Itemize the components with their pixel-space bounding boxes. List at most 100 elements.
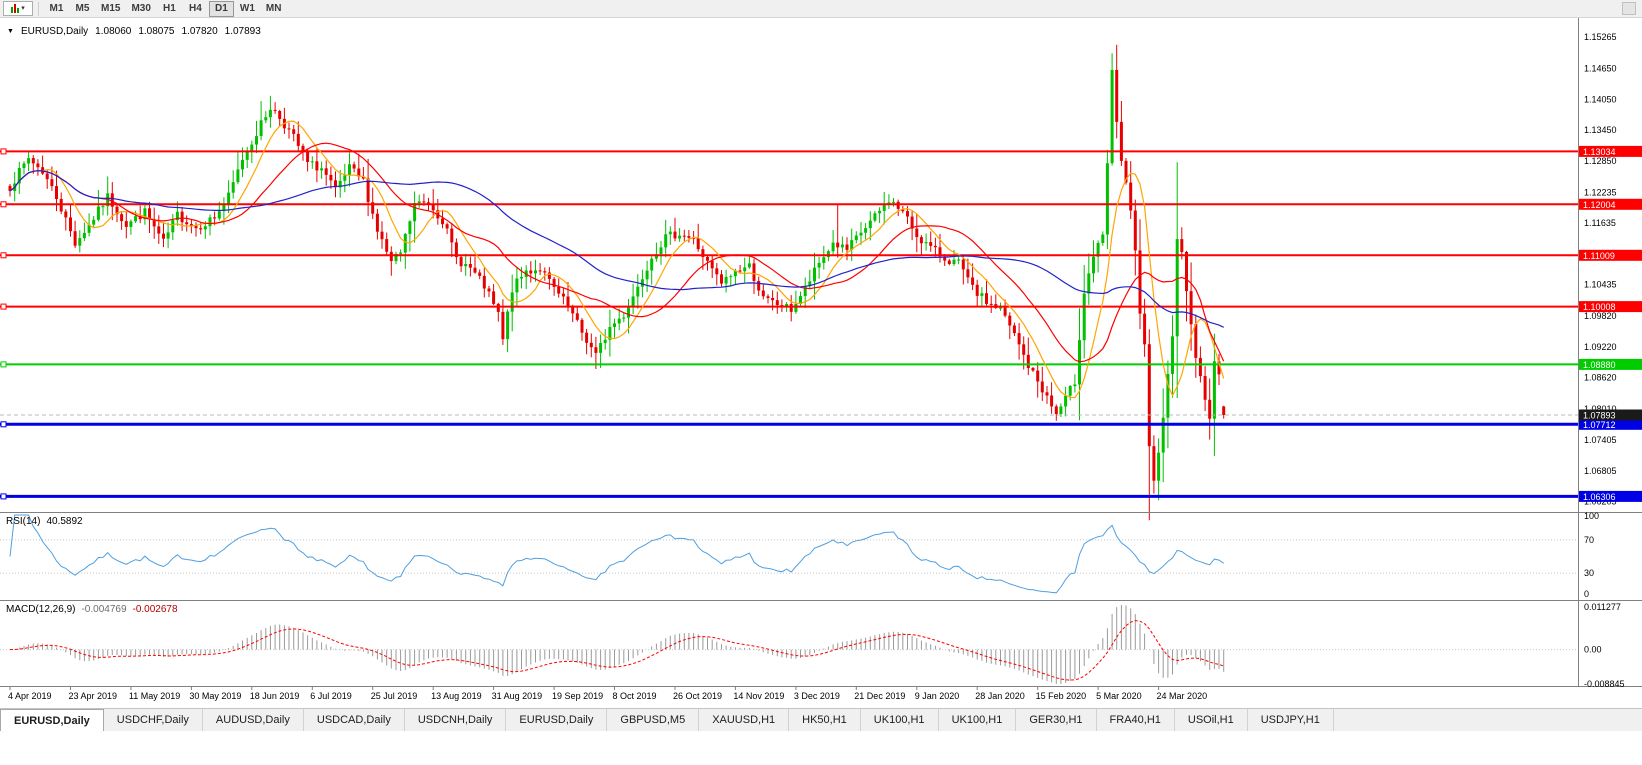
timeframe-button-H4[interactable]: H4 — [183, 1, 208, 17]
svg-text:8 Oct 2019: 8 Oct 2019 — [613, 691, 657, 701]
price-tag-1.13034 — [1579, 145, 1642, 157]
svg-text:1.11009: 1.11009 — [1583, 251, 1615, 261]
chart-tab-USOil-H1[interactable]: USOil,H1 — [1174, 709, 1248, 731]
svg-text:4 Apr 2019: 4 Apr 2019 — [8, 691, 52, 701]
svg-text:24 Mar 2020: 24 Mar 2020 — [1157, 691, 1208, 701]
svg-text:1.09820: 1.09820 — [1584, 311, 1617, 321]
price-tag-1.07712 — [1579, 418, 1642, 430]
svg-text:1.08880: 1.08880 — [1583, 360, 1616, 370]
chart-tab-EURUSD-Daily[interactable]: EURUSD,Daily — [506, 709, 608, 731]
svg-text:1.15265: 1.15265 — [1584, 32, 1617, 42]
svg-text:15 Feb 2020: 15 Feb 2020 — [1036, 691, 1087, 701]
chart-selector-dropdown[interactable]: ▾ — [3, 1, 33, 16]
candlestick-series — [8, 44, 1226, 521]
timeframe-buttons-group: M1 M5 M15 M30 H1 H4 D1 W1 MN — [44, 0, 287, 17]
svg-text:1.09220: 1.09220 — [1584, 342, 1617, 352]
svg-text:1.08620: 1.08620 — [1584, 373, 1617, 383]
svg-text:11 May 2019: 11 May 2019 — [129, 691, 180, 701]
svg-text:6 Jul 2019: 6 Jul 2019 — [310, 691, 352, 701]
timeframe-button-W1[interactable]: W1 — [235, 1, 260, 17]
svg-text:1.08010: 1.08010 — [1584, 404, 1617, 414]
chart-tab-GBPUSD-M5[interactable]: GBPUSD,M5 — [607, 709, 700, 731]
toolbar-separator — [38, 1, 39, 16]
timeframe-button-M30[interactable]: M30 — [126, 1, 155, 17]
svg-text:1.06805: 1.06805 — [1584, 466, 1617, 476]
svg-text:5 Mar 2020: 5 Mar 2020 — [1096, 691, 1142, 701]
timeframe-button-H1[interactable]: H1 — [157, 1, 182, 17]
hline-handle[interactable] — [0, 493, 7, 500]
chart-tab-AUDUSD-Daily[interactable]: AUDUSD,Daily — [202, 709, 304, 731]
chart-tab-HK50-H1[interactable]: HK50,H1 — [789, 709, 861, 731]
timeframe-button-M15[interactable]: M15 — [96, 1, 125, 17]
svg-text:0.00: 0.00 — [1584, 645, 1602, 655]
svg-text:1.14650: 1.14650 — [1584, 64, 1617, 74]
svg-text:1.13034: 1.13034 — [1583, 147, 1616, 157]
macd-histogram — [14, 605, 1225, 684]
chart-canvas[interactable]: 1.15265 1.14650 1.14050 1.13450 1.12850 1.122… — [0, 18, 1642, 708]
svg-text:1.12004: 1.12004 — [1583, 200, 1616, 210]
chart-tab-USDCHF-Daily[interactable]: USDCHF,Daily — [103, 709, 203, 731]
chart-tabs-bar: EURUSD,Daily USDCHF,Daily AUDUSD,Daily USDC… — [0, 708, 1642, 731]
svg-text:1.07712: 1.07712 — [1583, 420, 1616, 430]
svg-text:70: 70 — [1584, 535, 1594, 545]
chart-tab-GER30-H1[interactable]: GER30,H1 — [1016, 709, 1097, 731]
chart-region: 1.15265 1.14650 1.14050 1.13450 1.12850 1.122… — [0, 18, 1642, 708]
svg-text:1.07405: 1.07405 — [1584, 435, 1617, 445]
toolbar-overflow-button[interactable] — [1622, 2, 1636, 15]
hline-handle[interactable] — [0, 148, 7, 155]
chart-tab-USDCAD-Daily[interactable]: USDCAD,Daily — [303, 709, 405, 731]
svg-text:1.10435: 1.10435 — [1584, 280, 1617, 290]
price-tag-1.07893 — [1579, 409, 1642, 421]
svg-text:21 Dec 2019: 21 Dec 2019 — [854, 691, 905, 701]
bottom-space — [0, 731, 1642, 765]
svg-text:14 Nov 2019: 14 Nov 2019 — [733, 691, 784, 701]
chart-tab-EURUSD-Daily[interactable]: EURUSD,Daily — [0, 709, 104, 731]
price-axis[interactable] — [1578, 18, 1642, 686]
pane-resize-handle-macd[interactable] — [0, 599, 1642, 602]
timeframe-button-M1[interactable]: M1 — [44, 1, 69, 17]
rsi-line — [9, 514, 1224, 594]
moving-average-50 — [9, 170, 1224, 328]
timeframe-button-M5[interactable]: M5 — [70, 1, 95, 17]
price-tag-1.10008 — [1579, 301, 1642, 313]
chart-tab-USDJPY-H1[interactable]: USDJPY,H1 — [1247, 709, 1334, 731]
chart-tab-UK100-H1[interactable]: UK100,H1 — [860, 709, 939, 731]
svg-text:23 Apr 2019: 23 Apr 2019 — [68, 691, 117, 701]
svg-text:31 Aug 2019: 31 Aug 2019 — [492, 691, 543, 701]
chevron-down-icon: ▾ — [21, 5, 25, 12]
chart-tab-UK100-H1[interactable]: UK100,H1 — [938, 709, 1017, 731]
hline-handle[interactable] — [0, 252, 7, 259]
svg-text:30 May 2019: 30 May 2019 — [189, 691, 241, 701]
pane-resize-handle-rsi[interactable] — [0, 511, 1642, 514]
svg-text:1.14050: 1.14050 — [1584, 94, 1617, 104]
hline-handle[interactable] — [0, 421, 7, 428]
chart-tab-FRA40-H1[interactable]: FRA40,H1 — [1096, 709, 1175, 731]
chart-tab-USDCNH-Daily[interactable]: USDCNH,Daily — [404, 709, 507, 731]
svg-text:9 Jan 2020: 9 Jan 2020 — [915, 691, 960, 701]
svg-text:0: 0 — [1584, 589, 1589, 599]
svg-text:28 Jan 2020: 28 Jan 2020 — [975, 691, 1025, 701]
price-tag-1.06306 — [1579, 490, 1642, 502]
svg-text:1.06306: 1.06306 — [1583, 492, 1616, 502]
hline-handle[interactable] — [0, 303, 7, 310]
price-tag-1.11009 — [1579, 249, 1642, 261]
moving-average-20 — [9, 142, 1225, 363]
svg-text:30: 30 — [1584, 568, 1594, 578]
hline-handle[interactable] — [0, 361, 7, 368]
candlestick-icon — [11, 4, 20, 13]
svg-text:1.07893: 1.07893 — [1583, 411, 1616, 421]
hline-handle[interactable] — [0, 201, 7, 208]
timeframe-button-MN[interactable]: MN — [261, 1, 287, 17]
svg-text:13 Aug 2019: 13 Aug 2019 — [431, 691, 482, 701]
price-tag-1.08880 — [1579, 358, 1642, 370]
svg-text:26 Oct 2019: 26 Oct 2019 — [673, 691, 722, 701]
chart-tab-XAUUSD-H1[interactable]: XAUUSD,H1 — [699, 709, 790, 731]
timeframe-button-D1[interactable]: D1 — [208, 0, 234, 17]
svg-text:18 Jun 2019: 18 Jun 2019 — [250, 691, 300, 701]
svg-text:1.12235: 1.12235 — [1584, 187, 1617, 197]
svg-text:0.011277: 0.011277 — [1584, 602, 1621, 612]
svg-text:1.12850: 1.12850 — [1584, 156, 1617, 166]
time-axis[interactable] — [0, 686, 1642, 708]
svg-text:3 Dec 2019: 3 Dec 2019 — [794, 691, 840, 701]
